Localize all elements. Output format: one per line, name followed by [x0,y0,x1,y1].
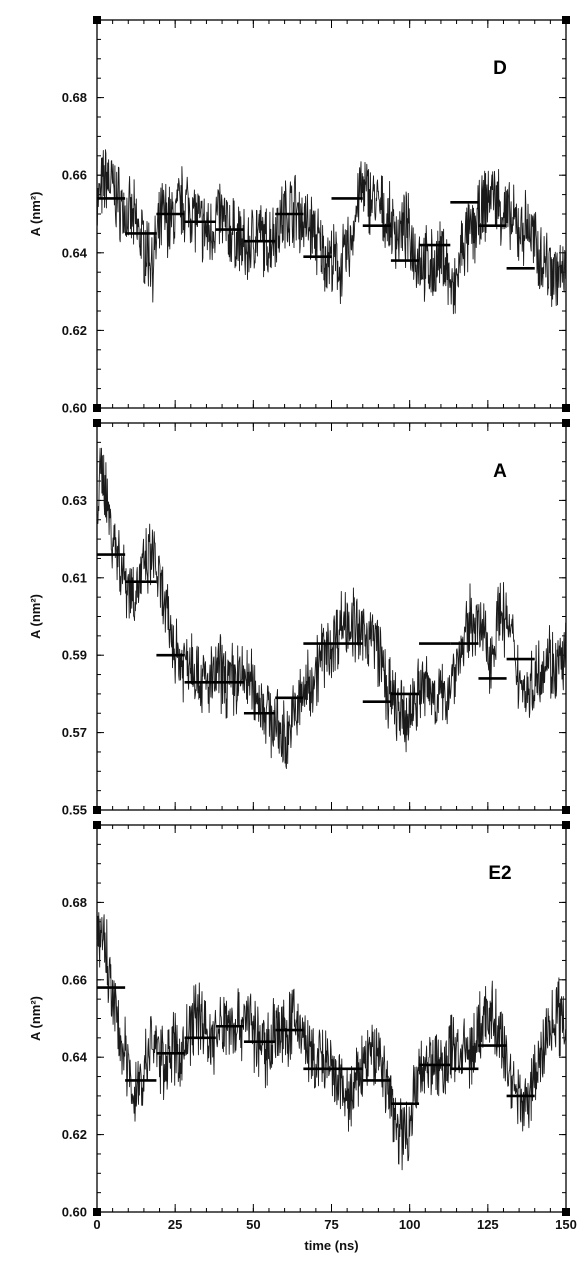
y-tick-label: 0.68 [62,895,87,910]
y-tick-label: 0.64 [62,1050,88,1065]
y-axis-title: A (nm²) [28,996,43,1041]
y-tick-label: 0.60 [62,1205,87,1220]
trace-series [96,447,567,770]
y-tick-label: 0.64 [62,245,88,260]
y-axis-title: A (nm²) [28,191,43,236]
x-tick-label: 0 [93,1217,100,1232]
panel-d: 0.60 0.62 0.64 0.66 0.68 A (nm²) D [28,16,570,416]
y-tick-label: 0.68 [62,90,87,105]
y-tick-label: 0.57 [62,725,87,740]
y-tick-label: 0.63 [62,493,87,508]
panel-tag: A [493,461,507,482]
x-tick-label: 75 [324,1217,338,1232]
y-axis-title: A (nm²) [28,594,43,639]
y-tick-label: 0.61 [62,570,87,585]
y-tick-label: 0.59 [62,648,87,663]
y-tick-label: 0.66 [62,168,87,183]
x-tick-label: 125 [477,1217,499,1232]
y-tick-label: 0.62 [62,1127,87,1142]
panel-tag: D [493,58,507,79]
x-axis-title: time (ns) [304,1238,358,1253]
x-tick-label: 25 [168,1217,182,1232]
x-tick-label: 150 [555,1217,577,1232]
y-tick-label: 0.66 [62,972,87,987]
trace-series [96,149,567,315]
x-tick-label: 50 [246,1217,260,1232]
x-tick-label: 100 [399,1217,421,1232]
y-tick-label: 0.62 [62,323,87,338]
y-tick-label: 0.55 [62,803,87,818]
y-tick-label: 0.60 [62,401,87,416]
panel-e2: 0.60 0.62 0.64 0.66 0.68 0 25 50 75 100 125 150 A (n… [28,821,577,1253]
trace-series [96,912,567,1171]
panel-tag: E2 [488,863,511,884]
panel-a: 0.55 0.57 0.59 0.61 0.63 A (nm²) A [28,419,570,818]
